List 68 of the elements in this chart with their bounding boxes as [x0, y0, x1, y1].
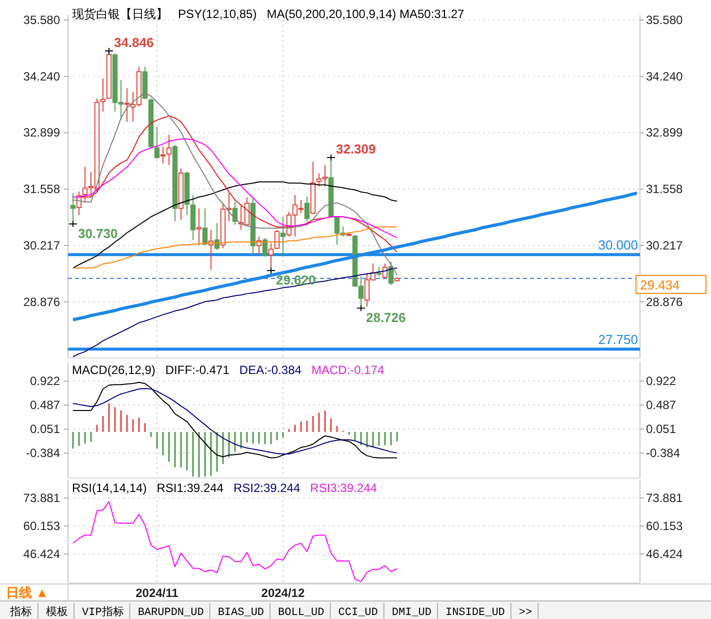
y-tick-label: 34.240 — [23, 69, 60, 84]
y-tick-label: 35.580 — [23, 13, 60, 28]
text: BIAS_UD — [218, 607, 264, 619]
y2-tick-label: 60.153 — [646, 519, 684, 534]
ref-line-label: 27.750 — [598, 332, 638, 348]
text: CCI_UD — [338, 607, 378, 619]
text: VIP指标 — [82, 606, 124, 619]
annotation: RSI2:39.244 — [233, 481, 300, 495]
y-tick-label: 28.876 — [23, 294, 60, 309]
annotation: 32.309 — [336, 142, 376, 157]
y-tick-label: 32.899 — [23, 126, 60, 140]
y-tick-label: 30.217 — [23, 238, 60, 252]
y2-tick-label: 28.876 — [646, 294, 684, 309]
y-tick-label: 73.881 — [23, 491, 60, 506]
y2-tick-label: 0.922 — [646, 374, 676, 388]
y-tick-label: 46.424 — [23, 547, 60, 562]
text: BOLL_UD — [278, 607, 325, 619]
chart-title: RSI(14,14,14) — [72, 481, 147, 495]
x-tick-label: 2024/11 — [136, 586, 179, 600]
line-series — [72, 501, 398, 582]
line-series — [72, 138, 398, 238]
candlestick — [100, 78, 106, 112]
line-series — [71, 192, 639, 322]
candlestick — [166, 134, 172, 166]
y-tick-label: 60.153 — [23, 519, 60, 534]
y2-tick-label: 0.487 — [646, 398, 676, 412]
annotation: MACD:-0.174 — [311, 363, 384, 377]
annotation: PSY(12,10,85) — [178, 7, 257, 21]
text: 指标 — [9, 606, 32, 619]
annotation: 30.730 — [78, 226, 118, 241]
text: BARUPDN_UD — [138, 607, 204, 619]
ref-line-label: 29.434 — [640, 277, 680, 292]
line-series — [72, 181, 398, 269]
y2-tick-label: 31.558 — [646, 182, 684, 196]
y2-tick-label: 32.899 — [646, 126, 684, 140]
y2-tick-label: 30.217 — [646, 238, 684, 252]
candlestick — [280, 216, 286, 258]
y2-tick-label: 34.240 — [646, 69, 684, 84]
y2-tick-label: 0.051 — [646, 422, 676, 436]
chart-title: MACD(26,12,9) — [72, 363, 156, 377]
candlestick — [160, 146, 166, 164]
annotation: 28.726 — [366, 310, 406, 326]
annotation: MA(50,200,20,100,9,14) MA50:31.27 — [266, 7, 465, 21]
annotation: 34.846 — [114, 34, 154, 50]
y-tick-label: 0.922 — [30, 374, 60, 388]
candlestick — [196, 208, 202, 246]
text: DMI_UD — [392, 607, 432, 619]
y2-tick-label: 35.580 — [646, 13, 684, 28]
y2-tick-label: -0.384 — [646, 446, 680, 460]
text: 模板 — [46, 606, 68, 619]
y-tick-label: 0.487 — [30, 398, 60, 412]
y-tick-label: 0.051 — [30, 422, 60, 436]
ref-line-label: 30.000 — [598, 238, 638, 253]
annotation: RSI1:39.244 — [156, 481, 224, 495]
text: 日线 ▲ — [6, 585, 48, 600]
text: >> — [518, 607, 532, 619]
candlestick — [190, 194, 196, 240]
line-series — [72, 92, 398, 276]
y-tick-label: -0.384 — [26, 446, 60, 460]
annotation: DEA:-0.384 — [239, 363, 302, 377]
y2-tick-label: 46.424 — [646, 547, 684, 562]
x-tick-label: 2024/12 — [261, 586, 305, 600]
text: INSIDE_UD — [445, 607, 506, 619]
annotation: DIFF:-0.471 — [165, 363, 230, 377]
y2-tick-label: 73.881 — [646, 491, 684, 506]
annotation: RSI3:39.244 — [310, 481, 378, 495]
chart-title: 现货白银【日线】 — [72, 7, 168, 21]
y-tick-label: 31.558 — [23, 182, 60, 196]
